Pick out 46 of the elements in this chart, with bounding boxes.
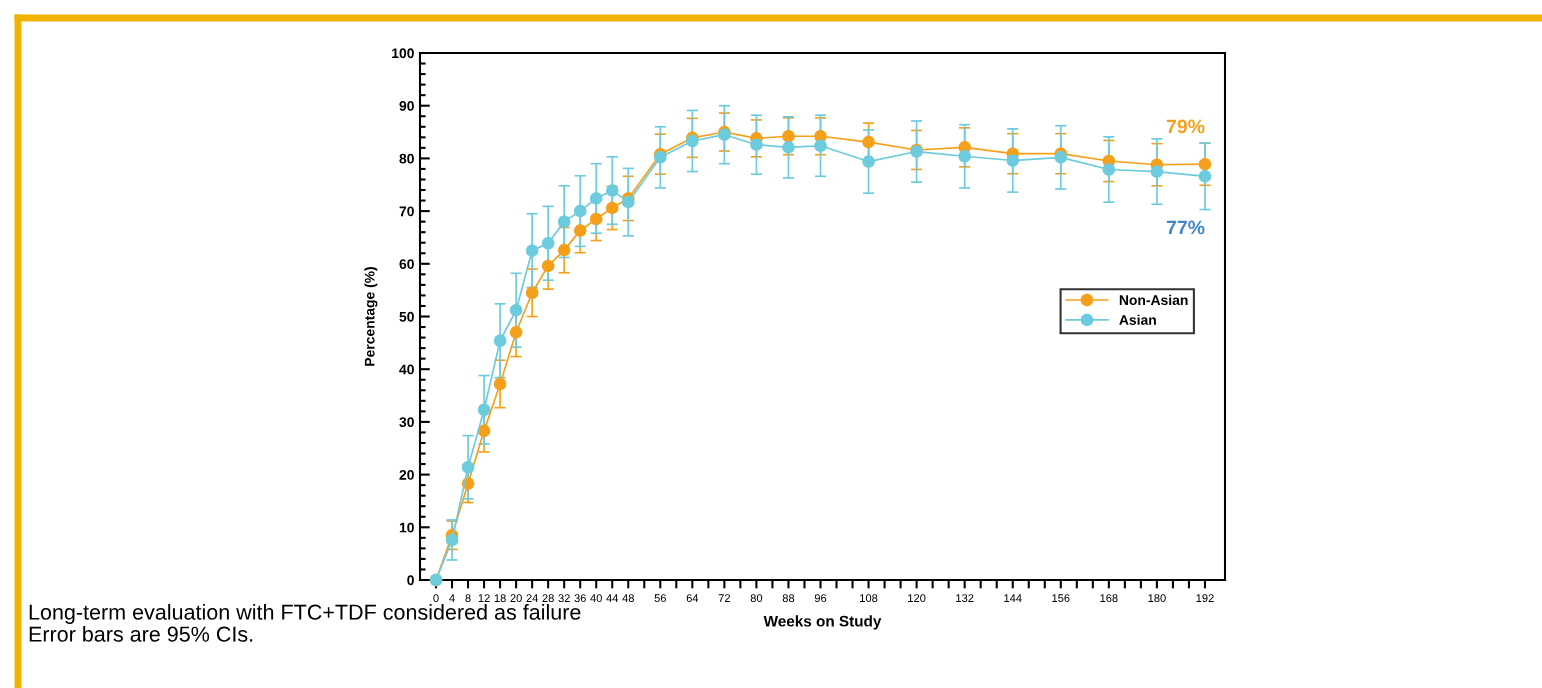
x-tick-label: 0 <box>433 594 439 603</box>
x-tick-label: 8 <box>465 594 471 603</box>
y-tick-label: 20 <box>399 469 414 480</box>
x-tick-label: 64 <box>686 594 699 603</box>
x-tick-label: 36 <box>574 594 586 603</box>
x-tick-label: 88 <box>782 594 795 603</box>
text: Error bars are 95% CIs. <box>29 625 253 642</box>
y-tick-label: 50 <box>399 311 414 322</box>
x-tick-label: 192 <box>1196 594 1214 603</box>
y-tick-label: 60 <box>399 259 414 269</box>
y-tick-label: 90 <box>399 101 414 111</box>
y-tick-label: 100 <box>392 48 414 59</box>
y-tick-label: 10 <box>399 522 414 533</box>
text: Long-term evaluation with FTC+TDF considered as failure <box>29 603 581 625</box>
x-tick-label: 24 <box>526 594 538 602</box>
x-tick-label: 132 <box>956 594 974 603</box>
y-tick-label: 0 <box>407 575 414 586</box>
x-tick-label: 18 <box>494 594 506 603</box>
x-tick-label: 144 <box>1004 594 1022 602</box>
x-tick-label: 96 <box>814 594 827 603</box>
annotation: 79% <box>1166 119 1205 134</box>
x-tick-label: 32 <box>558 594 570 603</box>
x-tick-label: 12 <box>478 594 490 602</box>
x-tick-label: 44 <box>606 594 619 602</box>
x-tick-label: 20 <box>510 594 522 603</box>
x-tick-label: 40 <box>590 594 602 603</box>
legend-label: Asian <box>1119 314 1156 325</box>
annotation: 77% <box>1166 220 1205 235</box>
y-tick-label: 70 <box>399 206 414 217</box>
x-tick-label: 120 <box>908 594 926 603</box>
x-tick-label: 4 <box>449 594 455 602</box>
legend-label: Non-Asian <box>1119 294 1188 306</box>
y-tick-label: 80 <box>399 153 414 164</box>
x-tick-label: 108 <box>860 594 878 603</box>
x-tick-label: 56 <box>654 594 666 603</box>
x-tick-label: 28 <box>542 594 554 603</box>
y-tick-label: 30 <box>399 417 414 428</box>
y-axis-title: Percentage (%) <box>364 267 378 366</box>
x-tick-label: 180 <box>1148 594 1166 603</box>
x-axis-title: Weeks on Study <box>763 615 882 630</box>
x-tick-label: 72 <box>718 594 730 602</box>
y-tick-label: 40 <box>399 364 414 375</box>
x-tick-label: 168 <box>1100 594 1118 603</box>
x-tick-label: 156 <box>1052 594 1070 603</box>
x-tick-label: 48 <box>622 594 634 603</box>
x-tick-label: 80 <box>750 594 763 603</box>
